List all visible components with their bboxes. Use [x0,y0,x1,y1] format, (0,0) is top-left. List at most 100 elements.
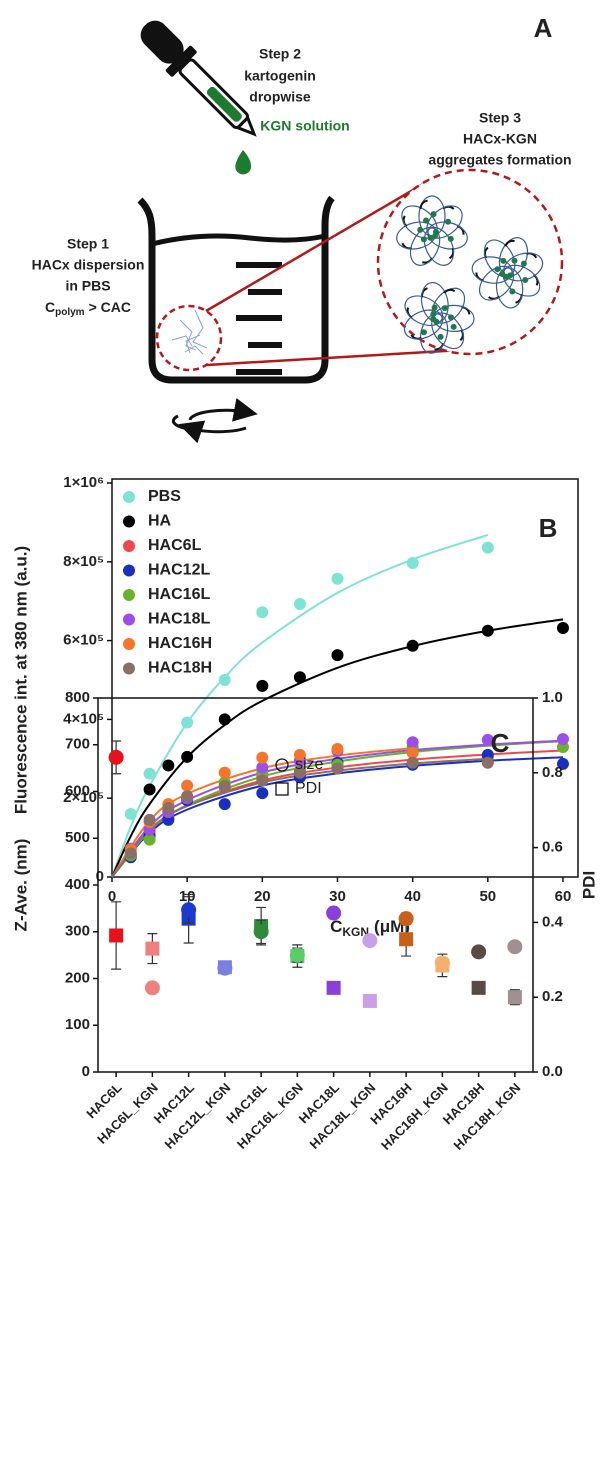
kgn-dot [430,211,437,218]
y2-tick-label: 0.8 [542,764,563,781]
y-tick-label: 500 [65,829,90,846]
y2-tick-label: 0.6 [542,839,563,856]
fit-line [111,739,564,878]
legend-marker [123,491,135,503]
legend-marker [123,540,135,552]
point [331,649,344,662]
y-tick-label: 700 [65,736,90,753]
zoom-circle-small [155,304,223,372]
y-tick-label: 600 [65,782,90,799]
pdi-marker [145,941,160,956]
point [256,606,269,619]
panel-a: A Step 2 kartogenin dropwise KGN s [32,13,572,444]
x-label-sub: KGN [342,925,369,939]
point [556,757,569,770]
aggregate-petal [404,295,444,327]
legend-label: HAC16L [148,586,210,603]
y-tick-label: 2×10⁵ [63,789,104,806]
legend-label: HAC18L [148,611,210,628]
kgn-dot [447,314,454,321]
kgn-dot [423,217,430,224]
y-tick-label: 0 [82,1063,90,1080]
aggregate-petal [419,313,449,354]
kgn-dot [437,333,444,340]
pdi-marker [109,928,124,943]
y2-tick-label: 1.0 [542,689,563,706]
y-axis-label: Fluorescence int. at 380 nm (a.u.) [11,546,30,814]
point [256,787,269,800]
legend-marker [123,638,135,650]
y2-tick-label: 0.2 [542,988,563,1005]
kgn-dot [420,329,427,336]
kgn-dot [511,257,518,264]
step-title: Step 1 [67,236,109,252]
point [218,713,231,726]
aggregate-petal [403,309,444,340]
condition-sub: polym [55,307,85,318]
kgn-dot [427,234,434,241]
kgn-dot [494,266,501,273]
aggregate-petal [426,205,463,239]
kgn-dot [430,311,437,318]
pdi-marker [507,990,522,1005]
point [256,761,269,774]
plot-frame [111,478,579,878]
point [481,733,494,746]
y2-axis-label: PDI [579,871,598,899]
graduations [236,262,282,375]
kgn-dot [509,288,516,295]
legend-label: size [295,756,324,773]
plots: 0 10 20 30 40 50 6002×10⁵4×10⁵6×10⁵8×10⁵1×10⁶C… [11,474,598,1153]
legend-label: PDI [295,780,322,797]
y-tick-label: 1×10⁶ [63,474,104,491]
zoom-line [206,348,463,367]
point [293,671,306,684]
point [481,756,494,769]
point [143,767,156,780]
x-tick-label: 0 [108,888,116,905]
y-tick-label: 4×10⁵ [63,710,104,727]
point [143,783,156,796]
pdi-marker [399,932,414,947]
kgn-dot [522,276,529,283]
kgn-dot [500,257,507,264]
point [406,639,419,652]
point [143,833,156,846]
point [406,736,419,749]
step-text: HACx dispersion [32,257,145,273]
pdi-marker [471,980,486,995]
aggregates [396,195,544,354]
legend-marker [275,782,289,796]
point [218,766,231,779]
y-tick-label: 200 [65,969,90,986]
x-tick-label: 60 [555,888,572,905]
y-axis-label: Z-Ave. (nm) [11,839,30,932]
legend-marker [123,662,135,675]
legend-marker [123,613,135,626]
size-marker [217,960,233,976]
aggregate-petal [478,265,515,301]
kgn-dot [417,226,424,233]
x-tick-label: 30 [329,888,346,905]
aggregate-chain [504,239,515,247]
legend-label: HAC18H [148,660,212,677]
x-tick-label: 20 [254,888,271,905]
condition-rest: > CAC [89,299,131,315]
size-marker [471,944,487,960]
point [556,733,569,746]
size-marker [181,902,197,918]
kgn-dot [430,316,437,323]
size-marker [108,749,124,765]
point [143,813,156,826]
legend-label: HA [148,513,172,530]
y-tick-label: 800 [65,689,90,706]
size-marker [253,924,269,940]
step-title: Step 2 [259,46,301,62]
point [256,751,269,764]
dropper-liquid [206,86,242,122]
size-marker [362,933,378,949]
stir-arrow [171,414,185,430]
dropper [140,20,257,137]
panel-label: B [539,513,558,543]
